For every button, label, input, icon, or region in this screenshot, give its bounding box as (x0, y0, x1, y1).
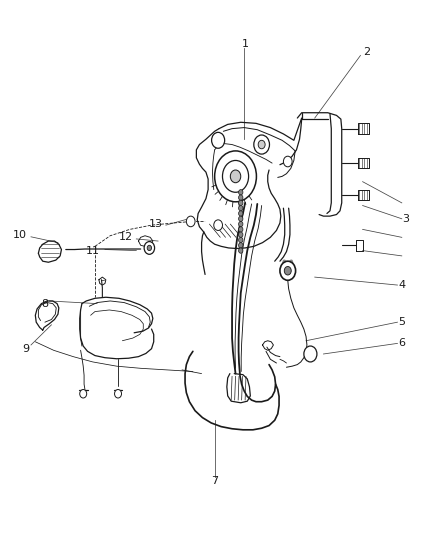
Text: 8: 8 (41, 298, 49, 309)
Text: 4: 4 (398, 280, 405, 290)
Text: 3: 3 (403, 214, 410, 224)
Text: 1: 1 (242, 39, 249, 49)
Circle shape (258, 140, 265, 149)
Text: 5: 5 (398, 317, 405, 327)
Circle shape (280, 261, 296, 280)
Circle shape (80, 390, 87, 398)
Circle shape (239, 248, 243, 253)
Circle shape (223, 160, 249, 192)
Circle shape (239, 227, 243, 232)
Text: 13: 13 (149, 219, 163, 229)
Circle shape (239, 211, 243, 216)
Text: 2: 2 (364, 47, 371, 56)
Circle shape (239, 216, 243, 221)
Text: 10: 10 (13, 230, 27, 240)
Circle shape (304, 346, 317, 362)
Text: 9: 9 (22, 344, 29, 354)
Circle shape (239, 190, 243, 195)
Circle shape (283, 156, 292, 167)
Circle shape (215, 151, 256, 202)
Circle shape (239, 195, 243, 200)
Circle shape (284, 266, 291, 275)
Circle shape (239, 221, 243, 227)
Circle shape (239, 200, 243, 206)
Circle shape (147, 245, 152, 251)
Circle shape (239, 243, 243, 248)
Text: 11: 11 (86, 246, 100, 256)
Text: 12: 12 (118, 232, 132, 243)
Circle shape (239, 237, 243, 243)
Circle shape (212, 132, 225, 148)
Circle shape (230, 170, 241, 183)
Circle shape (115, 390, 121, 398)
Circle shape (239, 232, 243, 237)
Text: 6: 6 (398, 338, 405, 349)
Circle shape (254, 135, 269, 154)
Text: 7: 7 (211, 477, 218, 486)
Circle shape (144, 241, 155, 254)
Circle shape (239, 206, 243, 211)
Circle shape (214, 220, 223, 230)
Circle shape (186, 216, 195, 227)
